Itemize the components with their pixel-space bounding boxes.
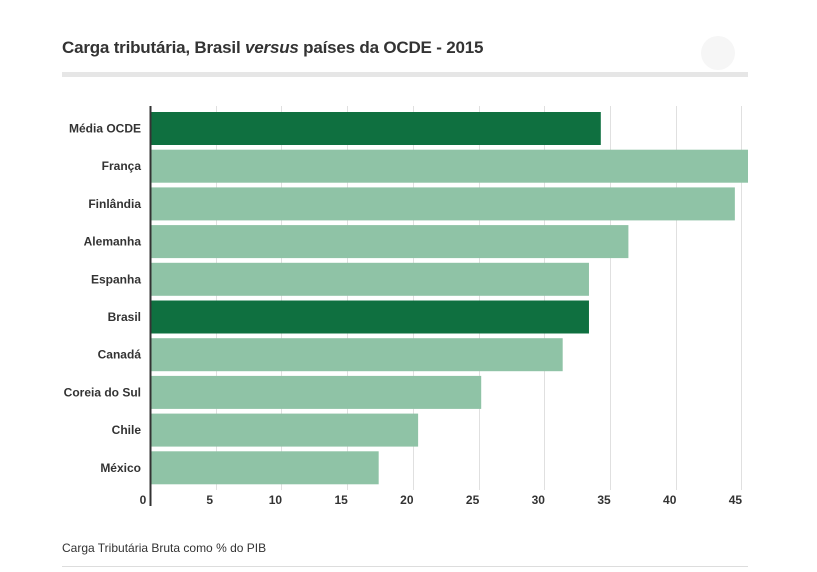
- bar: [151, 187, 735, 221]
- category-label: Chile: [112, 423, 142, 437]
- bar: [151, 225, 629, 259]
- category-label: Canadá: [98, 348, 142, 362]
- category-label: França: [102, 159, 142, 173]
- bar: [151, 451, 379, 485]
- chart-title-part2: países da OCDE - 2015: [298, 38, 484, 57]
- title-divider: [62, 72, 748, 77]
- bar: [151, 375, 482, 409]
- bar: [151, 262, 589, 296]
- category-label: Média OCDE: [69, 122, 141, 136]
- bar: [151, 149, 748, 183]
- bar: [151, 413, 419, 447]
- bar: [151, 300, 589, 334]
- caption-divider: [62, 566, 748, 567]
- chart-title-italic: versus: [245, 38, 299, 57]
- bar: [151, 112, 601, 145]
- x-tick-label: 40: [663, 493, 677, 507]
- x-tick-label: 25: [466, 493, 480, 507]
- x-tick-label: 5: [206, 493, 213, 507]
- x-tick-label: 20: [400, 493, 414, 507]
- x-tick-label: 0: [140, 493, 147, 507]
- x-tick-label: 15: [334, 493, 348, 507]
- x-tick-label: 45: [729, 493, 743, 507]
- x-tick-label: 30: [532, 493, 546, 507]
- bar: [151, 338, 563, 372]
- chart-caption: Carga Tributária Bruta como % do PIB: [62, 541, 267, 555]
- chart-title: Carga tributária, Brasil versus países d…: [62, 38, 483, 58]
- category-label: Espanha: [91, 272, 141, 286]
- category-label: México: [100, 461, 141, 475]
- category-label: Alemanha: [84, 235, 142, 249]
- logo-icon: [701, 36, 735, 70]
- chart-title-part1: Carga tributária, Brasil: [62, 38, 246, 57]
- bar-chart: Média OCDE França Finlândia Alemanha Espanha…: [64, 106, 748, 507]
- category-label: Coreia do Sul: [64, 385, 141, 399]
- x-tick-label: 35: [597, 493, 611, 507]
- category-label: Finlândia: [88, 197, 141, 211]
- x-tick-label: 10: [269, 493, 283, 507]
- category-label: Brasil: [108, 310, 141, 324]
